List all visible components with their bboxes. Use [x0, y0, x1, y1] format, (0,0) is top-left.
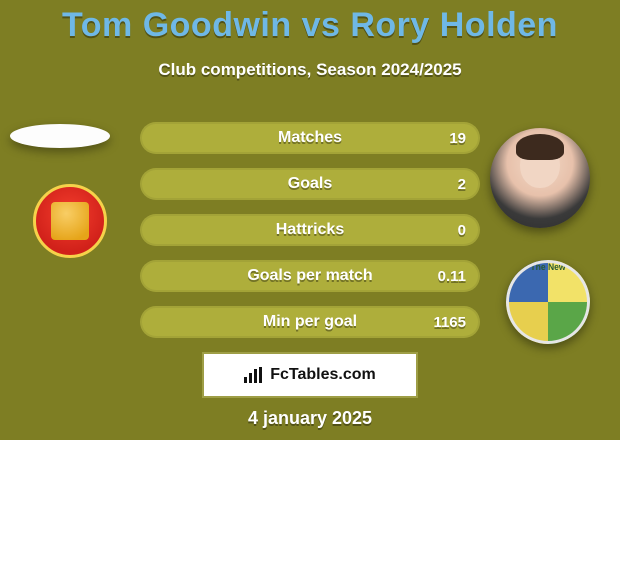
stat-bar: Matches 19: [140, 122, 480, 154]
stat-bar: Goals per match 0.11: [140, 260, 480, 292]
stat-value: 0: [458, 214, 466, 246]
stat-value: 2: [458, 168, 466, 200]
bar-chart-icon: [244, 367, 264, 383]
background-bottom: [0, 440, 620, 580]
stat-bar: Hattricks 0: [140, 214, 480, 246]
stat-label: Min per goal: [140, 306, 480, 338]
stat-label: Matches: [140, 122, 480, 154]
stat-bar: Min per goal 1165: [140, 306, 480, 338]
stat-value: 0.11: [438, 260, 466, 292]
player-left-avatar: [10, 124, 110, 148]
snapshot-date: 4 january 2025: [0, 408, 620, 429]
brand-text: FcTables.com: [270, 366, 376, 384]
page-subtitle: Club competitions, Season 2024/2025: [0, 60, 620, 80]
stat-label: Goals: [140, 168, 480, 200]
club-right-crest: The New: [506, 260, 590, 344]
brand-badge: FcTables.com: [202, 352, 418, 398]
stat-bar: Goals 2: [140, 168, 480, 200]
stat-label: Goals per match: [140, 260, 480, 292]
stat-value: 1165: [433, 306, 466, 338]
page-title: Tom Goodwin vs Rory Holden: [0, 6, 620, 45]
crest-shape: [33, 184, 107, 258]
club-left-crest: [20, 180, 120, 262]
stat-value: 19: [449, 122, 466, 154]
crest-ring: [506, 260, 590, 344]
player-right-avatar: [490, 128, 590, 228]
stat-label: Hattricks: [140, 214, 480, 246]
stat-bars: Matches 19 Goals 2 Hattricks 0 Goals per…: [140, 122, 480, 352]
